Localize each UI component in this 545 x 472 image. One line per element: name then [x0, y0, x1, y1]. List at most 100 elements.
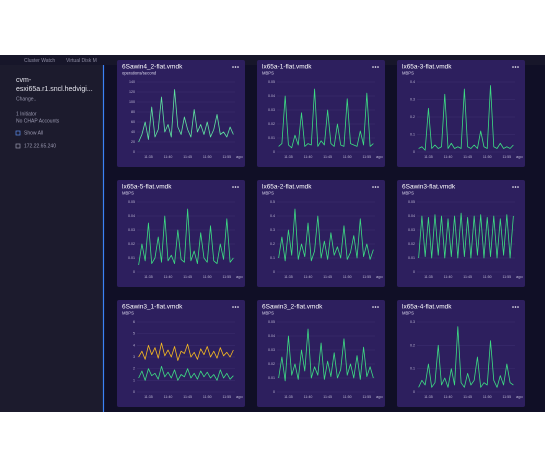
y-tick-label: 4	[133, 343, 135, 347]
menu-dot[interactable]	[372, 306, 374, 308]
x-tick-label: 11:40	[164, 155, 173, 159]
x-tick-label: 11:45	[323, 395, 332, 399]
y-tick-label: 0.03	[128, 228, 135, 232]
x-axis-label: ago	[376, 154, 383, 159]
x-tick-label: 11:50	[203, 275, 212, 279]
y-tick-label: 2	[133, 367, 135, 371]
y-tick-label: 0.3	[410, 320, 415, 324]
initiator-count: 1 Initiator	[16, 111, 37, 117]
change-link[interactable]: Change..	[16, 96, 36, 102]
x-tick-label: 11:50	[483, 395, 492, 399]
y-tick-label: 0.02	[408, 242, 415, 246]
y-tick-label: 0.01	[128, 256, 135, 260]
tab[interactable]: Virtual Disk M	[66, 58, 97, 64]
card-title: lx65a-3-flat.vmdk	[402, 64, 452, 71]
y-tick-label: 0.03	[408, 228, 415, 232]
menu-dot[interactable]	[237, 306, 239, 308]
x-tick-label: 11:50	[203, 395, 212, 399]
y-tick-label: 0.02	[268, 362, 275, 366]
x-tick-label: 11:35	[144, 275, 153, 279]
card-unit: MBPS	[262, 71, 274, 76]
x-tick-label: 11:40	[444, 395, 453, 399]
y-tick-label: 0.05	[268, 320, 275, 324]
y-tick-label: 0.05	[408, 200, 415, 204]
chart-card	[397, 60, 525, 167]
x-tick-label: 11:40	[444, 275, 453, 279]
x-tick-label: 11:35	[284, 395, 293, 399]
y-tick-label: 0	[273, 390, 275, 394]
x-tick-label: 11:40	[304, 275, 313, 279]
y-tick-label: 140	[129, 80, 135, 84]
x-tick-label: 11:45	[463, 395, 472, 399]
menu-dot[interactable]	[514, 306, 517, 308]
chart-card	[257, 300, 385, 407]
x-tick-label: 11:40	[304, 155, 313, 159]
tab[interactable]: Cluster Watch	[24, 58, 55, 64]
chart-card	[397, 300, 525, 407]
menu-dot[interactable]	[512, 66, 514, 68]
menu-dot[interactable]	[514, 66, 517, 68]
x-tick-label: 11:55	[222, 275, 231, 279]
menu-dot[interactable]	[232, 66, 234, 68]
series-line	[418, 326, 514, 388]
chart-card	[257, 60, 385, 167]
menu-dot[interactable]	[512, 186, 514, 188]
y-tick-label: 0.04	[268, 94, 275, 98]
y-tick-label: 0.2	[410, 115, 415, 119]
menu-dot[interactable]	[372, 66, 374, 68]
menu-dot[interactable]	[237, 66, 239, 68]
menu-dot[interactable]	[234, 306, 237, 308]
x-tick-label: 11:35	[144, 155, 153, 159]
y-tick-label: 3	[133, 355, 135, 359]
card-unit: MBPS	[122, 311, 134, 316]
card-title: 6Sawin3_1-flat.vmdk	[122, 304, 183, 311]
x-axis-label: ago	[236, 394, 243, 399]
menu-dot[interactable]	[232, 306, 234, 308]
menu-dot[interactable]	[517, 306, 519, 308]
x-tick-label: 11:55	[362, 395, 371, 399]
series-line	[278, 208, 374, 262]
menu-dot[interactable]	[517, 66, 519, 68]
x-axis-label: ago	[516, 154, 523, 159]
menu-dot[interactable]	[234, 186, 237, 188]
x-tick-label: 11:55	[362, 155, 371, 159]
series-line	[138, 365, 234, 381]
card-title: lx65a-1-flat.vmdk	[262, 64, 312, 71]
menu-dot[interactable]	[512, 306, 514, 308]
x-tick-label: 11:50	[343, 155, 352, 159]
menu-dot[interactable]	[232, 186, 234, 188]
show-all[interactable]: Show All	[24, 130, 43, 136]
menu-dot[interactable]	[377, 66, 379, 68]
menu-dot[interactable]	[237, 186, 239, 188]
menu-dot[interactable]	[372, 186, 374, 188]
x-tick-label: 11:45	[323, 155, 332, 159]
y-tick-label: 0.01	[408, 256, 415, 260]
x-tick-label: 11:50	[483, 155, 492, 159]
x-tick-label: 11:45	[463, 275, 472, 279]
y-tick-label: 0.5	[270, 200, 275, 204]
y-tick-label: 0.2	[410, 343, 415, 347]
card-title: lx65a-2-flat.vmdk	[262, 184, 312, 191]
x-tick-label: 11:45	[323, 275, 332, 279]
menu-dot[interactable]	[374, 66, 377, 68]
y-tick-label: 0.1	[270, 256, 275, 260]
menu-dot[interactable]	[374, 306, 377, 308]
checkbox[interactable]	[15, 143, 21, 149]
menu-dot[interactable]	[377, 186, 379, 188]
y-tick-label: 0.1	[410, 132, 415, 136]
y-tick-label: 0.01	[268, 376, 275, 380]
checkbox[interactable]	[15, 130, 21, 136]
menu-dot[interactable]	[517, 186, 519, 188]
menu-dot[interactable]	[514, 186, 517, 188]
menu-dot[interactable]	[374, 186, 377, 188]
card-unit: MBPS	[402, 191, 414, 196]
x-axis-label: ago	[376, 394, 383, 399]
menu-dot[interactable]	[377, 306, 379, 308]
x-tick-label: 11:55	[222, 155, 231, 159]
card-unit: MBPS	[122, 191, 134, 196]
y-tick-label: 0.04	[408, 214, 415, 218]
menu-dot[interactable]	[234, 66, 237, 68]
y-tick-label: 0	[133, 390, 135, 394]
y-tick-label: 1	[133, 378, 135, 382]
